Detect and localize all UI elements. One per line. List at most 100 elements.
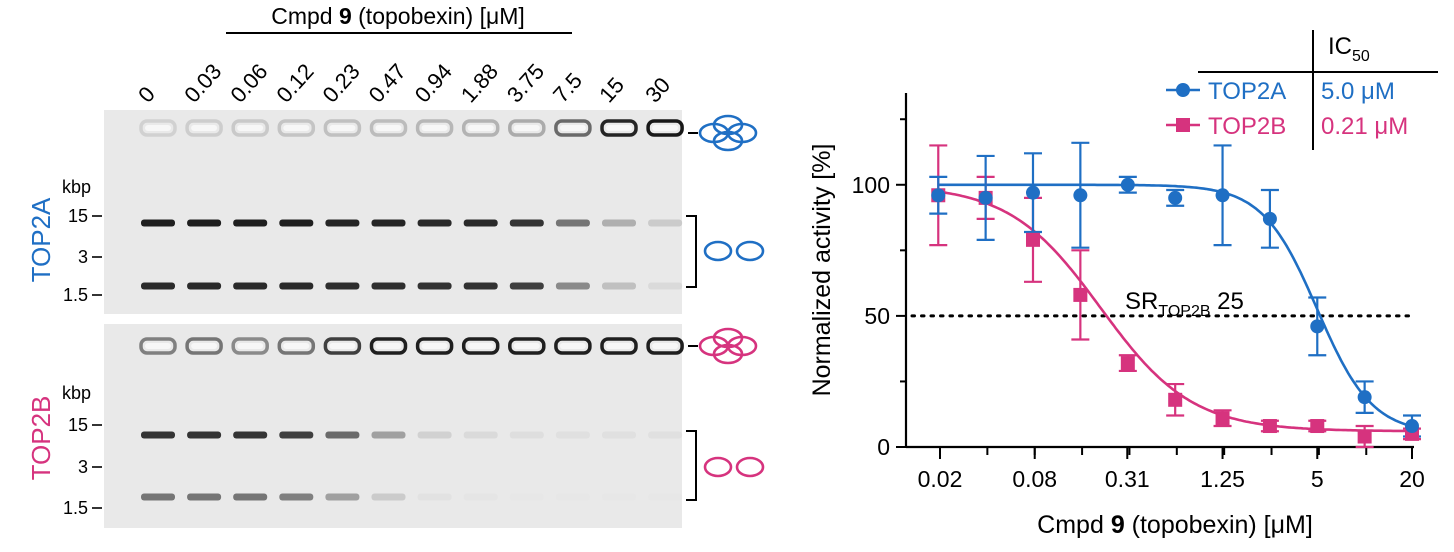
- well-inner: [513, 125, 540, 131]
- well-inner: [283, 125, 310, 131]
- x-tick-label: 20: [1399, 466, 1425, 492]
- kdna-band: [231, 119, 269, 137]
- kdna-band: [646, 119, 684, 137]
- kdna-band: [277, 337, 316, 355]
- lower-band: [648, 282, 683, 290]
- x-tick-label: 0.02: [918, 466, 963, 492]
- well-inner: [467, 125, 494, 131]
- data-points: [931, 177, 1419, 444]
- lower-band: [233, 493, 268, 501]
- lane-label: 0.06: [225, 59, 272, 108]
- kdna-band: [415, 119, 454, 137]
- decatenated-minicircles-icon: [703, 456, 765, 478]
- point-top2a: [1215, 188, 1230, 203]
- kdna-band: [508, 119, 546, 137]
- legend-header: IC50: [1328, 33, 1370, 65]
- marker-label: 1.5: [63, 285, 88, 305]
- lane-label: 1.88: [456, 59, 503, 108]
- upper-band: [509, 219, 544, 227]
- point-top2a: [1120, 177, 1135, 192]
- marker-label: 3: [78, 247, 88, 267]
- upper-band: [602, 219, 636, 227]
- point-top2a: [1262, 211, 1277, 226]
- legend-item-top2a: TOP2A 5.0 μM: [1166, 78, 1395, 105]
- marker-label: 15: [68, 415, 88, 435]
- upper-band: [279, 431, 314, 439]
- well-inner: [375, 343, 402, 349]
- lower-band: [141, 282, 175, 290]
- upper-band: [555, 431, 590, 439]
- upper-band: [555, 219, 590, 227]
- well-inner: [145, 125, 171, 131]
- point-top2a: [1073, 188, 1088, 203]
- lower-band: [371, 493, 406, 501]
- selectivity-annotation: SRTOP2B 25: [1125, 288, 1244, 320]
- point-top2b: [1025, 232, 1040, 247]
- minicircle-bracket: [686, 430, 697, 501]
- upper-band: [602, 431, 636, 439]
- point-top2a: [978, 190, 993, 205]
- kdna-band: [139, 119, 177, 137]
- catenated-kdna-icon: [698, 114, 758, 152]
- point-top2a: [931, 188, 946, 203]
- lane-label: 0.94: [410, 59, 457, 108]
- well-inner: [513, 343, 540, 349]
- legend-ic50: 0.21 μM: [1321, 113, 1408, 140]
- chart-axes: 0 50 100 0.02 0.08 0.31 1.25 5 20: [852, 93, 1425, 492]
- point-top2a: [1168, 190, 1183, 205]
- kdna-band: [600, 337, 638, 355]
- lower-band: [509, 282, 544, 290]
- upper-band: [648, 219, 683, 227]
- upper-band: [141, 431, 175, 439]
- well-inner: [559, 125, 586, 131]
- marker-label: 15: [68, 206, 88, 226]
- well-inner: [237, 343, 264, 349]
- kdna-band: [461, 337, 500, 355]
- fit-curve-top2a: [938, 183, 1413, 428]
- lower-band: [187, 493, 222, 501]
- lane-label: 0: [133, 82, 160, 108]
- x-axis-label: Cmpd 9 (topobexin) [μM]: [1037, 511, 1313, 539]
- well-inner: [421, 343, 448, 349]
- marker-label: 1.5: [63, 498, 88, 518]
- point-top2b: [1357, 429, 1372, 444]
- kdna-band: [646, 337, 684, 355]
- catenated-kdna-icon: [698, 327, 758, 365]
- kdna-band: [369, 337, 408, 355]
- gel-panels: TOP2A kbp 15 3 1.5 TOP2B kbp 15 3 1.5: [26, 110, 765, 528]
- lane-label: 0.23: [318, 59, 365, 108]
- point-top2b: [1120, 356, 1135, 371]
- kdna-band: [554, 337, 592, 355]
- lower-band: [187, 282, 222, 290]
- well-inner: [329, 125, 356, 131]
- upper-band: [371, 219, 406, 227]
- lower-band: [279, 493, 314, 501]
- point-top2a: [1357, 390, 1372, 405]
- well-inner: [191, 125, 218, 131]
- legend: IC50 TOP2A 5.0 μM TOP2B 0.21 μM: [1166, 30, 1438, 150]
- lower-band: [463, 282, 498, 290]
- lane-label: 7.5: [548, 68, 587, 107]
- legend-name: TOP2B: [1208, 113, 1286, 140]
- decatenated-minicircles-icon: [703, 240, 765, 262]
- well-inner: [559, 343, 586, 349]
- legend-item-top2b: TOP2B 0.21 μM: [1166, 113, 1408, 140]
- lower-band: [371, 282, 406, 290]
- lower-band: [555, 282, 590, 290]
- kdna-band: [415, 337, 454, 355]
- kdna-band: [369, 119, 408, 137]
- upper-band: [141, 219, 175, 227]
- well-inner: [467, 343, 494, 349]
- point-top2a: [1310, 319, 1325, 334]
- upper-band: [233, 431, 268, 439]
- lane-label: 0.03: [179, 59, 226, 108]
- legend-marker: [1176, 118, 1190, 132]
- lower-band: [648, 493, 683, 501]
- upper-band: [509, 431, 544, 439]
- point-top2b: [1168, 392, 1183, 407]
- well-inner: [606, 125, 632, 131]
- legend-name: TOP2A: [1208, 78, 1286, 105]
- point-top2b: [1310, 419, 1325, 434]
- legend-marker: [1176, 83, 1190, 97]
